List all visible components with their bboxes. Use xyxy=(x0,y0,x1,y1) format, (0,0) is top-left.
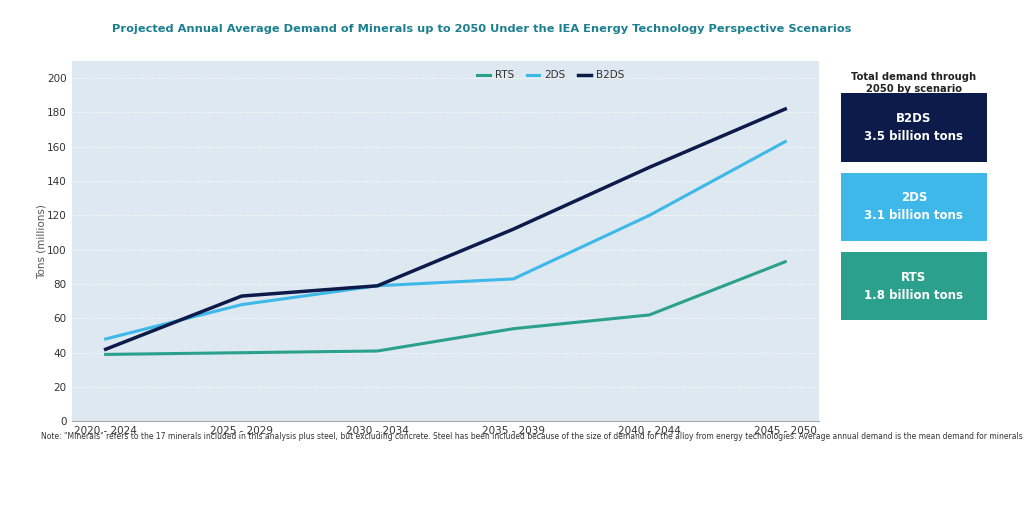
Text: B2DS
3.5 billion tons: B2DS 3.5 billion tons xyxy=(864,112,964,143)
Text: RTS
1.8 billion tons: RTS 1.8 billion tons xyxy=(864,271,964,302)
FancyBboxPatch shape xyxy=(841,252,987,321)
FancyBboxPatch shape xyxy=(841,93,987,162)
Text: Projected Annual Average Demand of Minerals up to 2050 Under the IEA Energy Tech: Projected Annual Average Demand of Miner… xyxy=(112,24,851,34)
FancyBboxPatch shape xyxy=(841,173,987,241)
Y-axis label: Tons (millions): Tons (millions) xyxy=(37,204,46,279)
Legend: RTS, 2DS, B2DS: RTS, 2DS, B2DS xyxy=(473,66,629,84)
Text: 2DS
3.1 billion tons: 2DS 3.1 billion tons xyxy=(864,191,964,223)
Text: Total demand through
2050 by scenario: Total demand through 2050 by scenario xyxy=(851,72,977,94)
Text: Note: "Minerals" refers to the 17 minerals included in this analysis plus steel,: Note: "Minerals" refers to the 17 minera… xyxy=(41,432,1024,441)
